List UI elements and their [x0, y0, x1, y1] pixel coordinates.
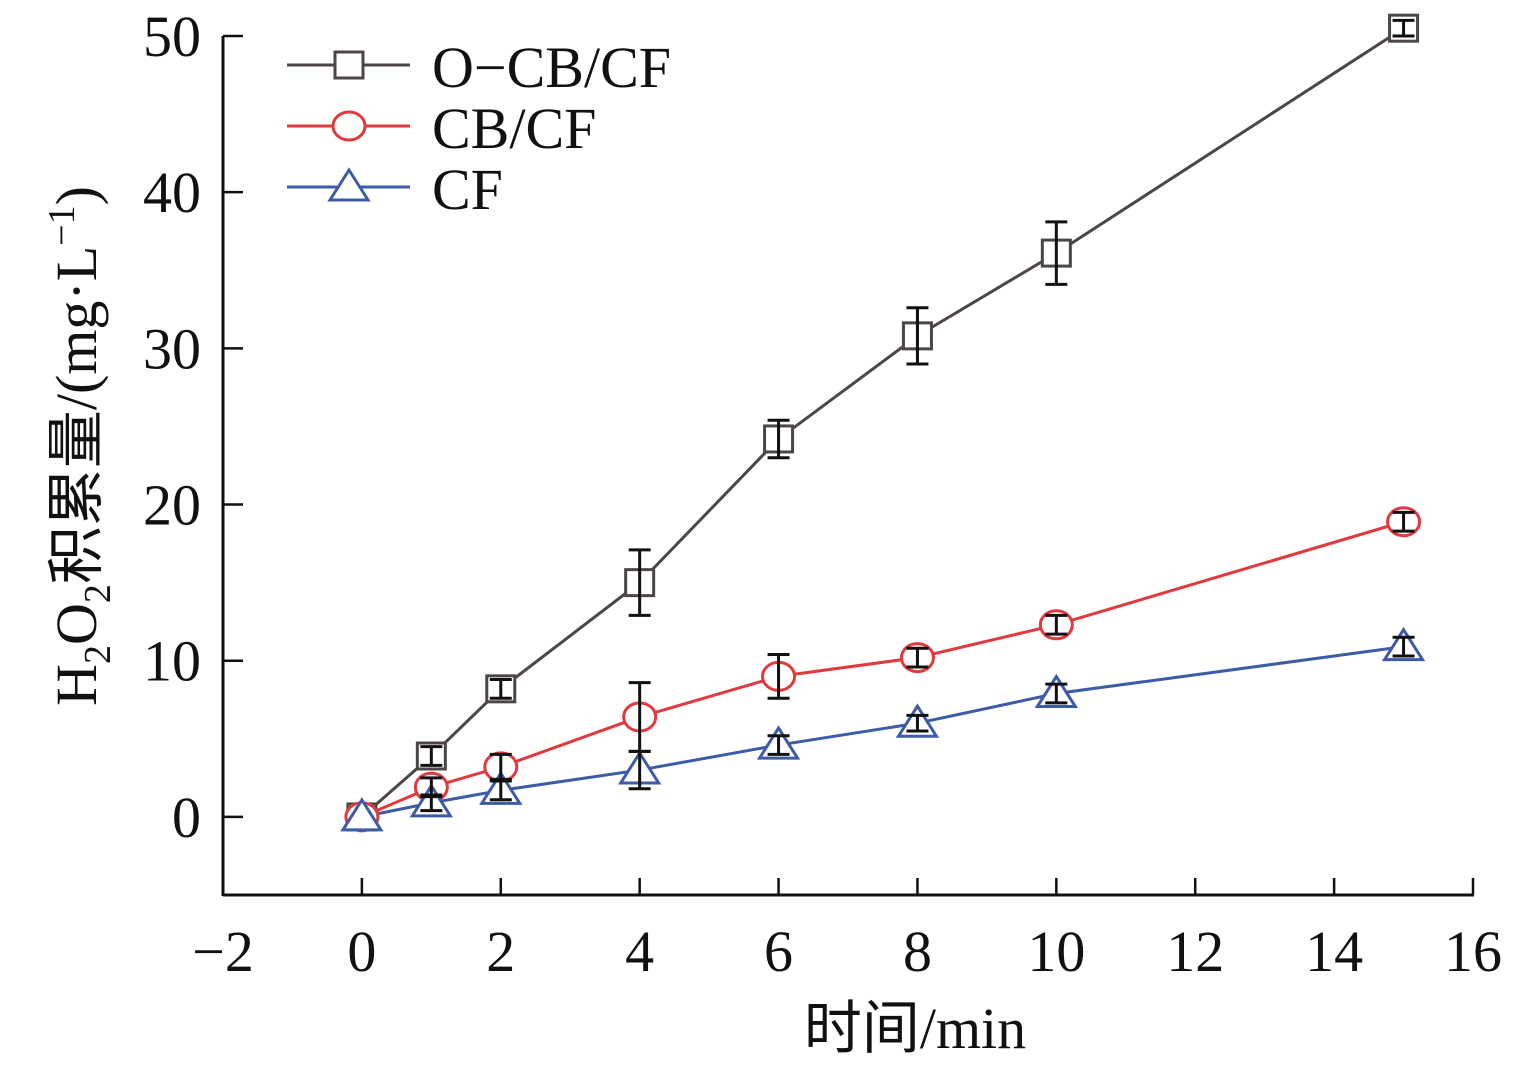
legend-marker-triangle-icon [327, 167, 371, 202]
x-tick-label: 14 [1305, 919, 1363, 984]
error-bar-cf [1392, 635, 1415, 658]
error-bar-cbcf [767, 652, 790, 700]
y-title-text: 积累量/(mg·L [44, 246, 109, 584]
legend-item-cf: CF [287, 157, 503, 222]
y-tick-label: 30 [143, 316, 201, 381]
y-tick-label: 50 [143, 4, 201, 69]
legend-marker-square-icon [333, 50, 365, 80]
error-bar-cf [906, 713, 929, 733]
y-ticks: 0 10 20 30 40 50 [143, 4, 243, 850]
error-bar-cbcf [1045, 613, 1068, 636]
y-axis-title: H2O2积累量/(mg·L−1) [41, 186, 119, 706]
x-axis-title: 时间/min [804, 996, 1026, 1061]
error-bar-cbcf [489, 752, 512, 781]
x-tick-label: 4 [625, 919, 654, 984]
x-ticks: −2 0 2 4 6 8 10 12 14 16 [192, 878, 1502, 984]
x-tick-label: 2 [486, 919, 515, 984]
error-bar-cf [420, 793, 443, 813]
error-bar-ocbcf [1045, 220, 1068, 286]
legend-marker-circle-icon [331, 110, 367, 142]
series-errorbars [420, 18, 1415, 813]
error-bar-ocbcf [906, 306, 929, 366]
error-bar-ocbcf [767, 418, 790, 460]
series-line-cf [361, 645, 1404, 819]
legend-label: CB/CF [432, 96, 596, 161]
series-line-cbcf [361, 520, 1404, 819]
x-tick-label: 8 [903, 919, 932, 984]
y-title-o: O [44, 603, 109, 645]
x-tick-label: −2 [192, 919, 254, 984]
legend-item-ocbcf: O−CB/CF [287, 35, 671, 100]
error-bar-cf [1045, 682, 1068, 705]
x-tick-label: 12 [1166, 919, 1224, 984]
y-tick-label: 20 [143, 473, 201, 538]
axes [221, 36, 1474, 897]
error-bar-cf [767, 734, 790, 756]
error-bar-ocbcf [420, 745, 443, 767]
legend-label: O−CB/CF [432, 35, 671, 100]
y-tick-label: 10 [143, 629, 201, 694]
y-tick-label: 0 [172, 785, 201, 850]
error-bar-cf [489, 779, 512, 802]
x-tick-label: 16 [1444, 919, 1502, 984]
y-title-h: H [44, 664, 109, 706]
error-bar-ocbcf [489, 677, 512, 700]
error-bar-ocbcf [628, 548, 651, 617]
x-tick-label: 0 [347, 919, 376, 984]
error-bar-cbcf [906, 646, 929, 669]
legend-item-cbcf: CB/CF [287, 96, 596, 161]
y-title-sub1: 2 [77, 645, 119, 664]
data-point-cf [340, 797, 384, 832]
error-bar-ocbcf [1392, 18, 1415, 38]
y-title-sup: −1 [41, 205, 83, 245]
legend-label: CF [432, 157, 503, 222]
x-tick-label: 10 [1027, 919, 1085, 984]
error-bar-cbcf [1392, 510, 1415, 533]
y-title-sub2: 2 [77, 584, 119, 603]
y-title-close: ) [44, 186, 109, 205]
y-tick-label: 40 [143, 160, 201, 225]
x-tick-label: 6 [764, 919, 793, 984]
error-bar-cf [628, 749, 651, 791]
